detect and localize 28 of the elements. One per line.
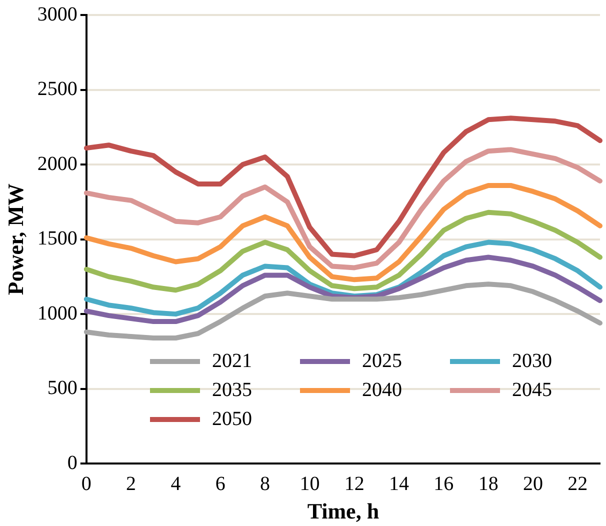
y-tick-label: 1500: [37, 228, 78, 250]
x-axis-title: Time, h: [307, 498, 380, 524]
x-tick-label: 12: [344, 472, 364, 495]
x-tick-label: 2: [126, 472, 136, 495]
legend-label: 2040: [362, 379, 402, 402]
y-axis-title: Power, MW: [2, 183, 28, 296]
x-tick-label: 20: [523, 472, 544, 495]
legend-label: 2050: [212, 408, 252, 431]
x-tick-label: 8: [260, 472, 270, 495]
x-tick-label: 18: [478, 472, 498, 495]
y-tick-label: 2500: [37, 78, 78, 100]
legend-label: 2025: [362, 350, 402, 373]
y-tick-label: 2000: [37, 152, 78, 175]
y-tick-label: 500: [47, 377, 78, 400]
legend-label: 2030: [512, 350, 552, 373]
x-tick-label: 6: [215, 472, 226, 495]
legend-label: 2045: [512, 379, 552, 402]
x-tick-label: 22: [568, 472, 588, 495]
x-tick-label: 0: [81, 472, 92, 495]
x-tick-label: 16: [434, 472, 454, 495]
y-tick-label: 3000: [37, 3, 78, 26]
legend-label: 2035: [212, 379, 252, 402]
x-tick-label: 10: [300, 472, 320, 495]
x-tick-label: 14: [389, 472, 410, 495]
y-tick-label: 1000: [37, 302, 78, 324]
y-tick-label: 0: [67, 452, 78, 474]
x-tick-label: 4: [170, 472, 181, 495]
legend-label: 2021: [212, 350, 252, 373]
